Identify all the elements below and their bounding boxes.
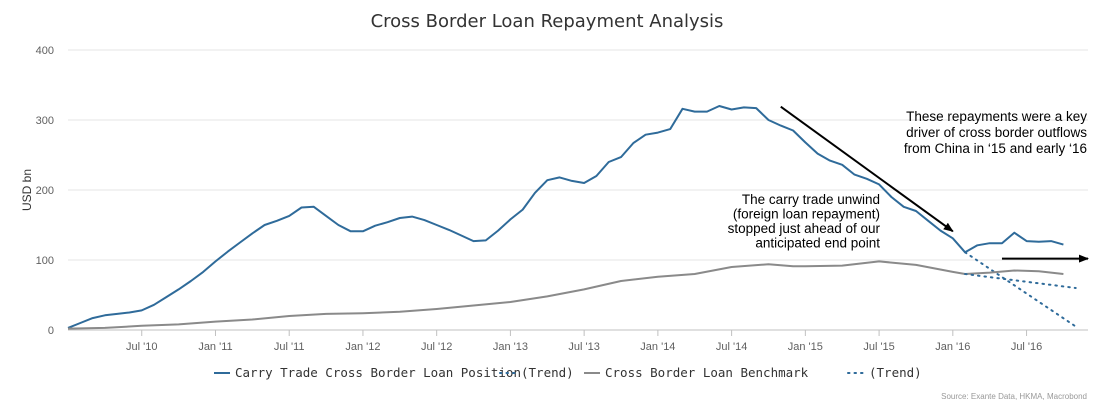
series-layer [67,105,1077,330]
annotation-text-0: These repayments were a key driver of cro… [904,109,1087,156]
legend: Carry Trade Cross Border Loan Position (T… [214,365,922,380]
y-axis: 0 100 200 300 400 [36,45,54,337]
x-tick-label: Jul '16 [1011,341,1042,353]
annotation-text-1: The carry trade unwind (foreign loan repa… [728,192,881,251]
y-axis-label: USD bn [20,169,34,211]
x-tick-label: Jul '13 [568,341,599,353]
source-note: Source: Exante Data, HKMA, Macrobond [941,392,1087,401]
legend-label-1: (Trend) [521,365,574,380]
x-axis: Jul '10 Jan '11 Jul '11 Jan '12 Jul '12 Jan '… [126,330,1042,353]
x-tick-label: Jul '14 [716,341,747,353]
y-tick-label: 100 [36,255,54,267]
y-tick-label: 300 [36,115,54,127]
series-line-0 [67,105,1064,329]
legend-label-2: Cross Border Loan Benchmark [605,365,809,380]
x-tick-label: Jul '10 [126,341,157,353]
chart-title: Cross Border Loan Repayment Analysis [371,11,724,32]
series-line-2 [67,260,1064,330]
legend-label-0: Carry Trade Cross Border Loan Position [235,365,521,380]
x-tick-label: Jan '14 [640,341,675,353]
x-tick-label: Jan '16 [935,341,970,353]
x-tick-label: Jul '11 [274,341,305,353]
x-tick-label: Jan '13 [493,341,528,353]
y-tick-label: 400 [36,45,54,57]
grid [68,49,1088,331]
y-tick-label: 200 [36,185,54,197]
y-tick-label: 0 [48,325,54,337]
x-tick-label: Jan '12 [345,341,380,353]
x-tick-label: Jul '15 [863,341,894,353]
series-line-3 [964,273,1077,289]
x-tick-label: Jan '11 [198,341,232,353]
x-tick-label: Jul '12 [421,341,452,353]
annotation-arrow-0 [780,105,954,233]
annotations: These repayments were a key driver of cro… [728,105,1089,263]
legend-label-3: (Trend) [869,365,922,380]
x-tick-label: Jan '15 [788,341,823,353]
series-line-1 [964,251,1077,328]
